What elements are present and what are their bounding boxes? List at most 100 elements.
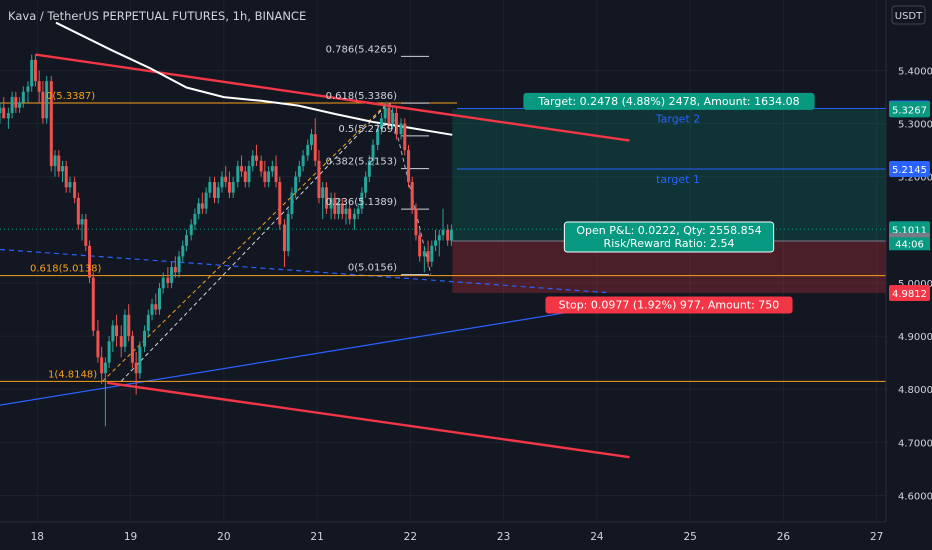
- candle-body: [394, 112, 398, 135]
- candle-body: [170, 267, 174, 283]
- price-label-bg: [889, 101, 930, 118]
- fib-retracement-label: 0.618(5.3386): [326, 91, 398, 102]
- candle-body: [426, 251, 430, 262]
- candle-body: [157, 288, 161, 310]
- countdown-label: 44:06: [895, 239, 924, 250]
- candle-body: [446, 229, 450, 241]
- drawing-labels: 0(5.3387) 0.618(5.0138) 1(4.8148) 0.786(5.4…: [30, 44, 815, 380]
- candle-body: [270, 166, 274, 172]
- candle-body: [449, 229, 453, 241]
- candle-body: [10, 97, 14, 113]
- grid: [0, 0, 886, 522]
- fib-retracement-label: 0.382(5.2153): [326, 157, 398, 168]
- red-trend-line: [107, 381, 630, 459]
- candle-body: [197, 203, 201, 214]
- candle-body: [371, 144, 375, 161]
- candle-body: [259, 160, 263, 172]
- candle-body: [387, 107, 391, 124]
- price-label-bg: [889, 161, 930, 178]
- time-tick-label: 24: [590, 531, 604, 543]
- candle-body: [434, 240, 438, 246]
- candle-body: [227, 182, 231, 193]
- candle-body: [14, 97, 18, 108]
- candle-body: [391, 112, 395, 124]
- fib-retracement-label: 0.236(5.1389): [326, 197, 398, 208]
- candle-body: [119, 336, 123, 347]
- candle-body: [224, 176, 228, 183]
- candle-body: [189, 224, 193, 236]
- candle-body: [49, 81, 53, 167]
- candle-body: [6, 112, 10, 119]
- candle-body: [143, 330, 147, 347]
- candle-body: [367, 160, 371, 177]
- price-tick-label: 4.7000: [898, 438, 932, 449]
- price-tick-label: 4.9000: [898, 332, 932, 343]
- stop-box[interactable]: Stop: 0.0977 (1.92%) 977, Amount: 750: [545, 296, 793, 314]
- price-label: 5.3267: [889, 101, 930, 118]
- candle-body: [91, 277, 95, 331]
- red-trend-line: [35, 53, 630, 142]
- candle-body: [290, 192, 294, 214]
- fib-level-label: 0.618(5.0138): [30, 264, 102, 275]
- candle-body: [166, 277, 170, 283]
- candle-body: [383, 107, 387, 119]
- price-label-text: 5.2145: [892, 165, 927, 176]
- candle-body: [107, 341, 111, 363]
- candle-body: [340, 203, 344, 214]
- candle-body: [37, 81, 41, 92]
- blue-dashed-line: [0, 248, 607, 294]
- candle-body: [123, 314, 127, 347]
- currency-badge-label: USDT: [895, 11, 923, 22]
- candle-body: [324, 187, 328, 209]
- moving-average-line: [55, 21, 453, 136]
- candle-body: [406, 150, 410, 183]
- candle-body: [68, 182, 72, 188]
- price-label-bg: [889, 284, 930, 301]
- candle-body: [267, 171, 271, 183]
- candle-body: [254, 155, 258, 161]
- pnl-box-text: Risk/Reward Ratio: 2.54: [604, 237, 735, 250]
- candle-body: [154, 304, 158, 310]
- pnl-box[interactable]: Open P&L: 0.0222, Qty: 2558.854Risk/Rewa…: [563, 221, 775, 253]
- countdown-bg: [889, 237, 930, 251]
- candle-body: [181, 245, 185, 257]
- candle-body: [88, 245, 92, 278]
- candle-body: [150, 304, 154, 315]
- candle-body: [213, 182, 217, 198]
- candle-body: [64, 166, 68, 188]
- candle-body: [193, 213, 197, 225]
- currency-badge[interactable]: USDT: [891, 5, 926, 25]
- candle-body: [418, 235, 422, 257]
- candle-body: [45, 81, 49, 119]
- candle-body: [84, 219, 88, 246]
- candle-body: [317, 160, 321, 198]
- fib-level-label: 1(4.8148): [48, 369, 97, 380]
- candle-body: [173, 267, 177, 273]
- target-box[interactable]: Target: 0.2478 (4.88%) 2478, Amount: 163…: [523, 92, 815, 110]
- profit-zone: [452, 109, 886, 242]
- target-box-bg: [523, 92, 815, 110]
- candle-body: [240, 166, 244, 172]
- candle-body: [437, 235, 441, 241]
- target-line-label: Target 2: [655, 112, 701, 125]
- candle-body: [297, 166, 301, 177]
- candle-body: [53, 155, 57, 167]
- pnl-box-bg: [563, 221, 775, 253]
- candle-body: [282, 224, 286, 252]
- price-tick-label: 5.2000: [898, 173, 932, 184]
- time-tick-label: 26: [777, 531, 791, 543]
- candle-body: [80, 219, 84, 225]
- candle-body: [376, 128, 380, 145]
- candle-body: [208, 182, 212, 193]
- candle-body: [138, 346, 142, 374]
- candle-body: [200, 203, 204, 209]
- candle-body: [251, 155, 255, 167]
- time-tick-label: 22: [404, 531, 417, 543]
- time-tick-label: 21: [310, 531, 323, 543]
- candle-body: [422, 251, 426, 257]
- candle-body: [274, 166, 278, 183]
- candle-body: [321, 187, 325, 198]
- stop-box-text: Stop: 0.0977 (1.92%) 977, Amount: 750: [559, 298, 780, 311]
- chart-title: Kava / TetherUS PERPETUAL FUTURES, 1h, B…: [8, 9, 306, 23]
